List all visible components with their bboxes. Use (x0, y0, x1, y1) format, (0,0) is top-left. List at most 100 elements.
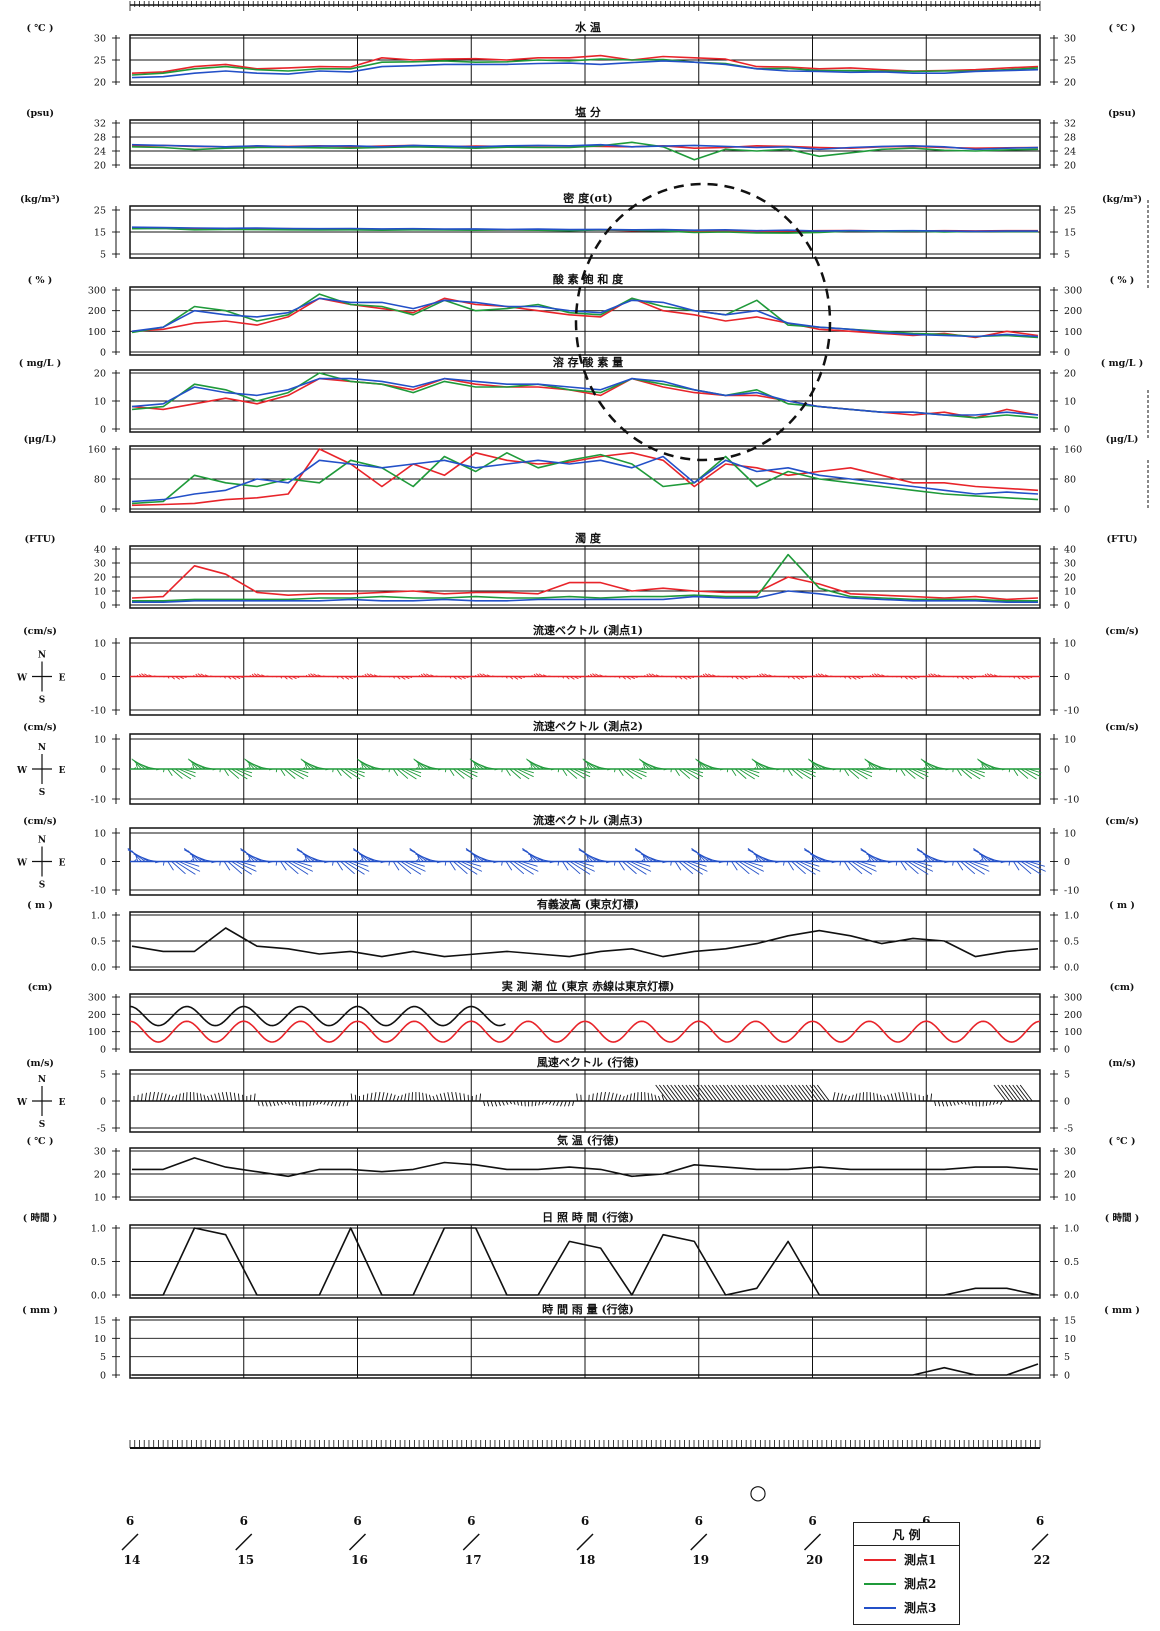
panel-9-vector-arrow (471, 767, 475, 770)
panel-14-tick-label-left: 20 (94, 1170, 106, 1181)
panel-9-vector-arrow (400, 768, 417, 780)
panel-9-tick-label-right: -10 (1064, 795, 1079, 806)
panel-7-tick-label-right: 40 (1064, 545, 1076, 556)
panel-9-vector-arrow (607, 768, 612, 771)
panel-8-vector-arrow (690, 676, 695, 679)
panel-13-vector-arrow (657, 1095, 661, 1102)
panel-8-vector-arrow (622, 676, 626, 680)
panel-1-series-1-line (131, 54, 1039, 74)
panel-13-vector-arrow (346, 1100, 349, 1107)
panel-9-vector-arrow (810, 767, 813, 770)
panel-9-vector-arrow (246, 767, 249, 770)
panel-13-vector-arrow (425, 1093, 428, 1102)
panel-3-unit-right: (kg/m³) (1102, 194, 1142, 205)
panel-13-vector-arrow (309, 1100, 312, 1106)
legend-separator (854, 1545, 959, 1546)
panel-8-vector-arrow (287, 676, 293, 680)
panel-13-vector-arrow (233, 1092, 236, 1102)
panel-10-vector-arrow (388, 861, 391, 866)
panel-5-unit-right: ( mg/L ) (1101, 358, 1143, 369)
panel-10-vector-arrow (922, 859, 926, 862)
panel-13-vector-arrow (377, 1091, 381, 1102)
panel-9-vector-arrow (464, 768, 478, 774)
panel-9-vector-arrow (907, 768, 925, 780)
panel-9-vector-arrow (795, 768, 812, 780)
panel-8-vector-arrow (655, 674, 661, 677)
panel-9-vector-arrow (924, 763, 928, 770)
panel-13-vector-arrow (334, 1100, 338, 1107)
panel-3-tick-label-right: 15 (1064, 228, 1076, 239)
panel-12-series-1-line (129, 1005, 506, 1027)
panel-14-tick-label-right: 30 (1064, 1147, 1076, 1158)
panel-9-vector-arrow (1024, 768, 1042, 778)
panel-13-vector-arrow (813, 1084, 826, 1102)
panel-1-tick-label-right: 20 (1064, 78, 1076, 89)
panel-15-tick-label-left: 0.0 (91, 1291, 106, 1302)
panel-13-vector-arrow (906, 1092, 909, 1102)
panel-9-vector-arrow (460, 768, 478, 778)
panel-8-tick-label-right: 10 (1064, 639, 1076, 650)
panel-8-vector-arrow (471, 675, 474, 677)
panel-13-vector-arrow (253, 1093, 256, 1102)
panel-8-vector-arrow (1020, 676, 1026, 680)
panel-8-vector-arrow (907, 676, 913, 680)
panel-13-vector-arrow (999, 1100, 1003, 1105)
panel-13-vector-arrow (568, 1100, 571, 1107)
panel-9-tick-label-left: 10 (94, 735, 106, 746)
panel-8-vector-arrow (589, 673, 593, 677)
panel-9-vector-arrow (175, 768, 192, 780)
panel-10-vector-arrow (190, 859, 194, 862)
panel-9-vector-arrow (192, 763, 195, 770)
panel-9-vector-arrow (812, 763, 815, 770)
legend-swatch-station1 (864, 1559, 896, 1561)
panel-9-vector-arrow (839, 768, 842, 773)
panel-10-vector-arrow (133, 859, 137, 862)
panel-5-unit-left: ( mg/L ) (19, 358, 61, 369)
panel-6-unit-right: (μg/L) (1106, 434, 1139, 445)
panel-8-vector-arrow (1013, 676, 1016, 679)
panel-13-tick-label-left: 5 (100, 1070, 106, 1081)
panel-8-vector-arrow (291, 676, 297, 680)
panel-13-vector-arrow (265, 1100, 268, 1107)
panel-13-vector-arrow (707, 1084, 721, 1102)
panel-13-vector-arrow (486, 1100, 490, 1107)
panel-9-vector-arrow (325, 768, 330, 771)
panel-2-series-2-line (131, 141, 1039, 161)
panel-12-tick-label-right: 100 (1064, 1027, 1082, 1038)
panel-8-vector-arrow (538, 673, 544, 677)
panel-10-vector-arrow (573, 861, 595, 872)
panel-8-vector-arrow (204, 674, 210, 677)
panel-8-vector-arrow (420, 673, 424, 677)
x-tick-month-4: 6 (467, 1514, 475, 1528)
panel-1-tick-label-left: 25 (94, 56, 106, 67)
panel-10-vector-arrow (191, 854, 195, 862)
panel-9-vector-arrow (787, 768, 793, 777)
panel-10-vector-arrow (1008, 861, 1011, 866)
panel-10-vector-arrow (1024, 861, 1046, 872)
panel-8-vector-arrow (1016, 676, 1021, 680)
panel-9-compass-east: E (59, 766, 66, 776)
panel-14-tick-label-left: 30 (94, 1147, 106, 1158)
panel-10-vector-arrow (471, 859, 475, 862)
panel-12-tick-label-left: 200 (88, 1010, 106, 1021)
panel-3-series-3-line (131, 226, 1038, 233)
panel-9-vector-arrow (315, 766, 326, 770)
panel-3-tick-label-left: 15 (94, 228, 106, 239)
panel-15-unit-left: ( 時間 ) (23, 1212, 58, 1224)
panel-10-vector-arrow (175, 861, 196, 875)
panel-13-vector-arrow (494, 1100, 498, 1107)
panel-13-vector-arrow (992, 1100, 996, 1105)
panel-10-vector-arrow (482, 858, 495, 862)
panel-13-vector-arrow (960, 1100, 963, 1105)
panel-10-vector-arrow (964, 861, 985, 875)
panel-8-vector-arrow (674, 676, 677, 679)
panel-8-vector-arrow (505, 676, 508, 679)
panel-9-unit-right: (cm/s) (1105, 722, 1139, 733)
panel-13-vector-arrow (152, 1091, 155, 1102)
x-tick-day-1: 14 (124, 1553, 141, 1567)
panel-9-vector-arrow (415, 760, 424, 770)
panel-4-unit-left: ( % ) (28, 275, 53, 286)
panel-13-vector-arrow (855, 1093, 858, 1102)
panel-13-vector-arrow (790, 1084, 804, 1102)
panel-2-tick-label-left: 28 (94, 133, 106, 144)
